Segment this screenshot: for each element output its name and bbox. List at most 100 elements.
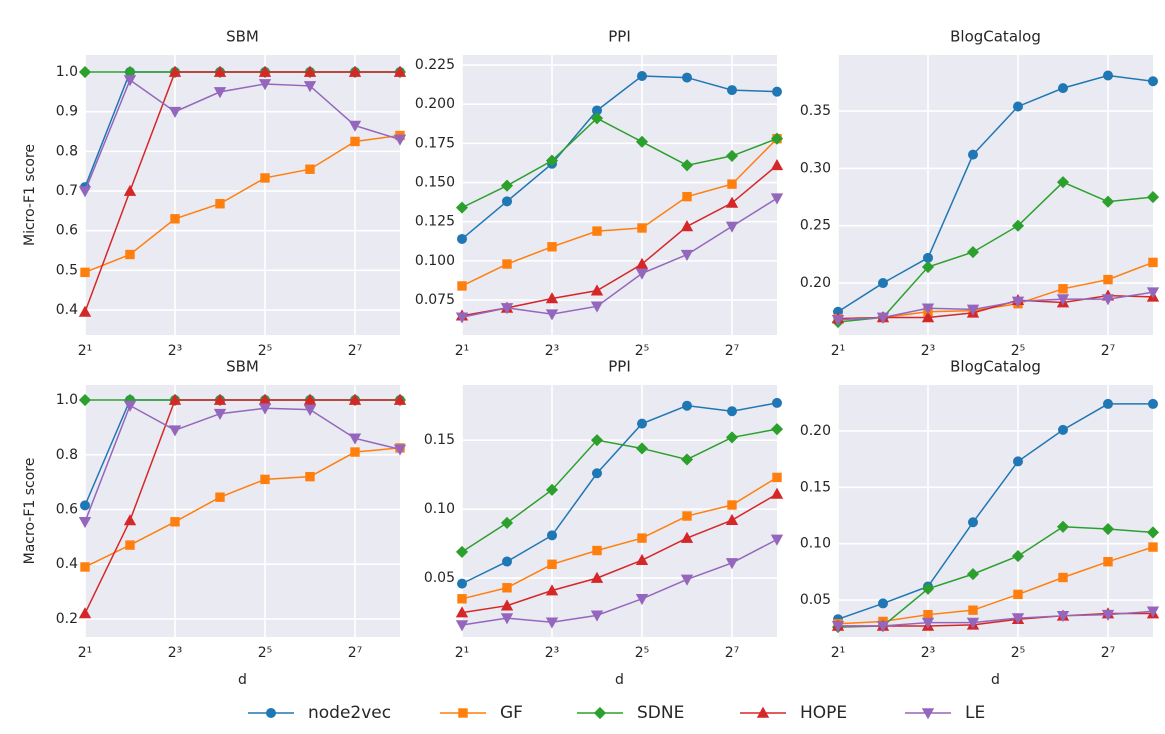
- marker: [260, 173, 270, 183]
- y-tick-label: 0.6: [56, 501, 78, 517]
- marker: [637, 418, 648, 429]
- marker: [123, 400, 137, 412]
- marker: [921, 582, 935, 595]
- y-tick-label: 0.20: [800, 423, 831, 439]
- marker: [680, 574, 694, 586]
- panel-title: BlogCatalog: [950, 28, 1041, 46]
- marker: [80, 500, 91, 511]
- marker: [921, 311, 935, 323]
- marker: [348, 120, 362, 132]
- marker: [168, 65, 182, 77]
- plot-background: [85, 385, 400, 637]
- marker: [547, 559, 557, 570]
- y-tick-label: 0.8: [56, 143, 78, 159]
- x-tick-label: 2⁷: [725, 343, 740, 359]
- marker: [78, 393, 92, 407]
- marker: [501, 196, 512, 207]
- marker: [455, 606, 469, 618]
- y-tick-label: 0.7: [56, 183, 78, 199]
- panel-title: BlogCatalog: [950, 358, 1041, 376]
- series-line: [837, 526, 1154, 628]
- y-tick-label: 0.2: [56, 611, 78, 627]
- marker: [213, 65, 227, 77]
- marker: [168, 393, 182, 405]
- x-tick-label: 2⁷: [1101, 645, 1116, 661]
- marker: [878, 278, 889, 289]
- legend-marker: [593, 706, 607, 720]
- marker: [966, 304, 980, 316]
- marker: [455, 545, 469, 558]
- marker: [213, 87, 227, 99]
- marker: [547, 530, 558, 541]
- marker: [680, 531, 694, 543]
- marker: [1146, 606, 1160, 618]
- y-tick-label: 0.9: [56, 104, 78, 120]
- marker: [123, 184, 137, 196]
- marker: [1013, 456, 1024, 467]
- marker: [545, 292, 559, 304]
- series-line: [461, 75, 778, 240]
- x-tick-label: 2³: [545, 343, 560, 359]
- marker: [725, 558, 739, 570]
- marker: [770, 487, 784, 499]
- y-tick-label: 0.6: [56, 223, 78, 239]
- marker: [923, 609, 933, 620]
- marker: [966, 568, 980, 581]
- panel-title: SBM: [226, 358, 259, 376]
- marker: [772, 472, 782, 483]
- marker: [455, 312, 469, 324]
- marker: [921, 303, 935, 315]
- series-line: [837, 291, 1154, 321]
- y-tick-label: 0.200: [415, 96, 455, 112]
- y-tick-label: 0.100: [415, 253, 455, 269]
- marker: [1011, 550, 1025, 563]
- marker: [393, 65, 407, 77]
- x-tick-label: 2³: [168, 343, 183, 359]
- marker: [680, 159, 694, 172]
- x-tick-label: 2³: [921, 645, 936, 661]
- marker: [590, 610, 604, 622]
- plot-background: [838, 385, 1153, 637]
- marker: [968, 517, 979, 528]
- marker: [457, 594, 467, 604]
- legend-marker: [756, 706, 770, 718]
- marker: [78, 186, 92, 198]
- panel: 0.075 0.100 0.125 0.150 0.175 0.200 0.225 2¹ 2³ 2…: [415, 28, 784, 359]
- marker: [500, 516, 514, 529]
- x-tick-label: 2⁵: [635, 343, 650, 359]
- series-line: [84, 404, 401, 523]
- marker: [770, 534, 784, 546]
- marker: [1148, 542, 1158, 552]
- series-line: [461, 164, 778, 317]
- x-tick-label: 2⁵: [258, 645, 273, 661]
- marker: [303, 65, 317, 77]
- legend-marker: [458, 708, 468, 718]
- marker: [770, 423, 784, 436]
- x-axis-label: d: [238, 672, 247, 688]
- x-tick-label: 2³: [921, 343, 936, 359]
- panel: 0.4 0.5 0.6 0.7 0.8 0.9 1.0 2¹ 2³ 2⁵ 2⁷ SBM Micro-F1…: [22, 28, 407, 359]
- marker: [725, 149, 739, 162]
- panel: 0.2 0.4 0.6 0.8 1.0 2¹ 2³ 2⁵ 2⁷ SBM Macro-F1 score…: [22, 358, 407, 688]
- x-tick-label: 2¹: [78, 343, 93, 359]
- marker: [727, 179, 737, 189]
- legend-label: HOPE: [800, 703, 847, 723]
- legend-marker: [921, 708, 935, 720]
- y-tick-label: 0.8: [56, 447, 78, 463]
- marker: [770, 158, 784, 171]
- marker: [635, 442, 649, 455]
- marker: [123, 75, 137, 87]
- x-tick-label: 2¹: [455, 343, 470, 359]
- marker: [725, 196, 739, 208]
- marker: [78, 65, 92, 79]
- marker: [123, 514, 137, 526]
- marker: [727, 85, 738, 96]
- marker: [303, 404, 317, 416]
- y-tick-label: 0.20: [800, 275, 831, 291]
- marker: [921, 617, 935, 629]
- series-line: [461, 476, 778, 600]
- marker: [545, 584, 559, 596]
- x-tick-label: 2⁵: [635, 645, 650, 661]
- marker: [393, 393, 407, 405]
